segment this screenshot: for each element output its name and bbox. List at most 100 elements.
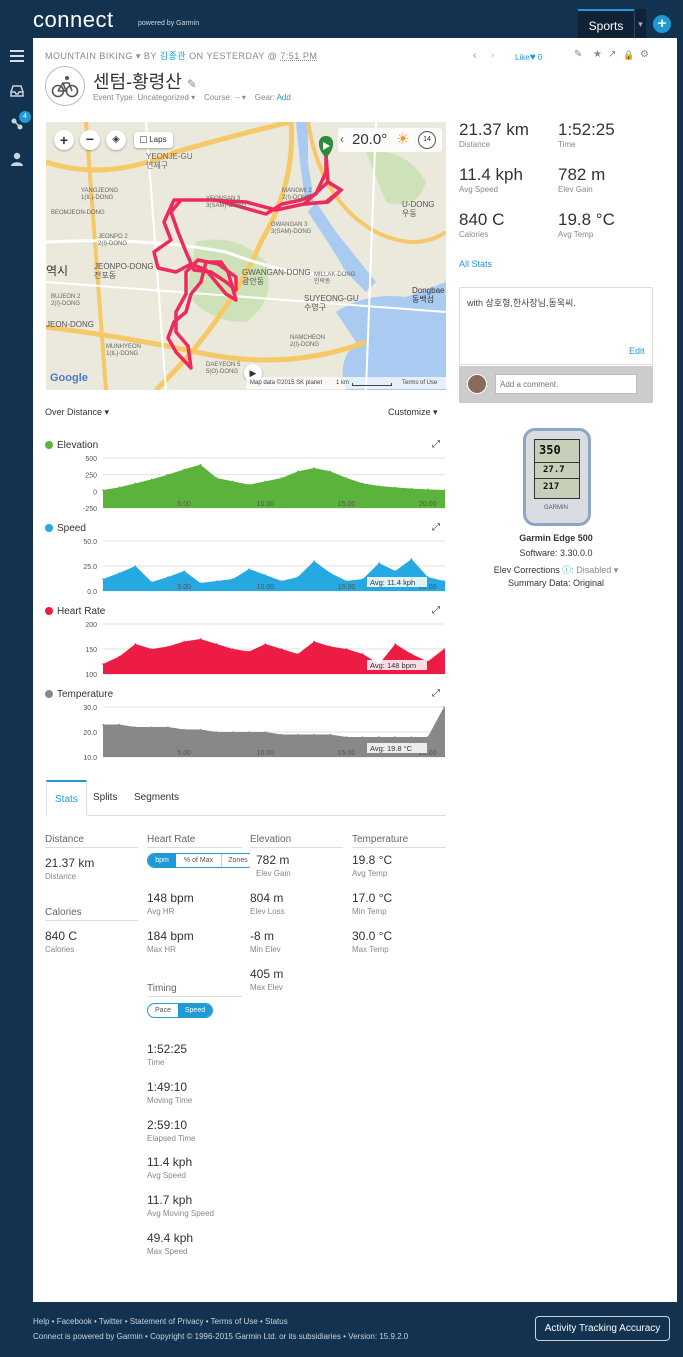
chart-elevation[interactable]: Elevation ⤢ 500 250 0 -250 5.00 10.00 15.00 20.00 [45, 439, 445, 520]
like-button[interactable]: Like♥ 0 [515, 52, 543, 63]
y-tick-label: 200 [85, 622, 97, 629]
comment-input[interactable] [495, 374, 637, 394]
avg-label: Avg: 19.8 °C [367, 743, 427, 753]
heart-rate-toggle: bpm % of Max Zones [147, 853, 255, 868]
stats-tabbar: Stats Splits Segments [46, 780, 446, 816]
description-text: with 상호형,한사장님,동욱씨. [467, 298, 576, 308]
activity-type[interactable]: MOUNTAIN BIKING [45, 51, 133, 61]
y-tick-label: 50.0 [83, 539, 97, 546]
legend-dot [45, 607, 53, 615]
menu-icon[interactable] [9, 48, 25, 64]
map-label: DAEYEON 5 5(O)-DONG [206, 362, 241, 375]
x-tick-label: 20.00 [419, 750, 437, 757]
profile-icon[interactable] [9, 151, 25, 167]
description-edit-link[interactable]: Edit [629, 346, 645, 356]
expand-icon[interactable]: ⤢ [432, 522, 440, 533]
next-activity-icon[interactable]: › [491, 50, 495, 61]
chart-temperature[interactable]: Temperature ⤢ 30.0 20.0 10.0 5.00 10.00 15.00 20… [45, 688, 445, 769]
layers-icon[interactable]: ◈ [106, 130, 126, 150]
weather-prev-icon[interactable]: ‹ [340, 132, 344, 146]
expand-icon[interactable]: ⤢ [432, 605, 440, 616]
chart-svg[interactable]: 500 250 0 -250 5.00 10.00 15.00 20.00 [45, 440, 445, 520]
device-summary: Summary Data: Original [507, 578, 605, 588]
add-button[interactable]: + [653, 15, 671, 33]
chart-svg[interactable]: 30.0 20.0 10.0 5.00 10.00 15.00 20.00 Avg: 19.8… [45, 689, 445, 769]
stat-item: 405 m Max Elev [250, 967, 284, 992]
edit-icon[interactable]: ✎ [574, 49, 583, 60]
toggle-speed[interactable]: Speed [178, 1004, 212, 1017]
activity-time[interactable]: 7:51 PM [280, 51, 318, 61]
data-point [215, 580, 218, 582]
data-point [232, 648, 234, 650]
all-stats-link[interactable]: All Stats [459, 259, 493, 269]
data-point [345, 477, 348, 479]
chart-svg[interactable]: 50.0 25.0 0.0 5.00 10.00 15.00 20.00 Avg: 11.4 … [45, 523, 445, 603]
series-area [103, 707, 445, 757]
data-point [199, 638, 202, 640]
author-link[interactable]: 김종관 [159, 51, 187, 61]
laps-toggle[interactable]: Laps [134, 132, 173, 148]
elev-corrections-select[interactable]: : Disabled ▾ [571, 565, 619, 575]
stat-item: 782 m Elev Gain [250, 853, 291, 878]
lock-icon[interactable]: 🔒 [623, 50, 635, 60]
heart-icon: ♥ [529, 52, 536, 63]
chart-speed[interactable]: Speed ⤢ 50.0 25.0 0.0 5.00 10.00 15.00 20.00 Avg:… [45, 522, 445, 603]
data-point [394, 643, 397, 645]
data-point [183, 728, 185, 731]
data-point [345, 580, 348, 582]
route-map[interactable]: YEONJE-GU 연제구 YANGJEONG 1(IL)-DONG BEOMJEO… [46, 122, 446, 390]
data-point [150, 726, 153, 728]
inbox-icon[interactable] [9, 83, 25, 99]
device-screen: 350 27.7 217 [534, 439, 580, 499]
share-icon[interactable]: ↗ [608, 49, 617, 60]
data-point [378, 485, 380, 487]
sports-dropdown-caret[interactable]: ▾ [634, 9, 646, 38]
prev-activity-icon[interactable]: ‹ [473, 50, 477, 61]
tab-splits[interactable]: Splits [93, 792, 118, 803]
data-point [199, 582, 202, 584]
gear-add-link[interactable]: Add [276, 93, 291, 102]
laps-checkbox[interactable] [140, 136, 147, 143]
stat-calories: 840 C Calories [459, 210, 505, 239]
toggle-pace[interactable]: Pace [155, 1007, 171, 1014]
star-icon[interactable]: ★ [593, 49, 602, 60]
data-point [329, 470, 332, 473]
data-point [232, 480, 234, 483]
activity-tracking-accuracy-button[interactable]: Activity Tracking Accuracy [535, 1316, 670, 1341]
data-point [426, 736, 429, 738]
tab-stats[interactable]: Stats [46, 780, 87, 816]
expand-icon[interactable]: ⤢ [432, 439, 440, 450]
zoom-out-button[interactable]: − [80, 130, 100, 150]
toggle-zones[interactable]: Zones [228, 857, 248, 864]
activity-title[interactable]: 센텀-황령산 ✎ [93, 72, 197, 92]
section-heading: Elevation [250, 834, 343, 848]
edit-pencil-icon[interactable]: ✎ [186, 77, 197, 91]
gear-icon[interactable]: ⚙ [640, 49, 649, 60]
chart-svg[interactable]: 200 150 100 Avg: 148 bpm [45, 606, 445, 686]
sports-button[interactable]: Sports [578, 9, 634, 38]
chart-heart-rate[interactable]: Heart Rate ⤢ 200 150 100 Avg: 148 bpm [45, 605, 445, 686]
toggle-percent-max[interactable]: % of Max [176, 854, 222, 867]
map-canvas[interactable] [46, 122, 446, 390]
over-distance-select[interactable]: Over Distance ▾ [45, 407, 110, 417]
event-type-select[interactable]: Event Type: Uncategorized ▾ [93, 93, 196, 102]
course-select[interactable]: Course: -- ▾ [204, 93, 246, 102]
data-point [232, 731, 234, 733]
map-terms-link[interactable]: Terms of Use [402, 380, 438, 386]
device-name: Garmin Edge 500 [519, 533, 593, 543]
expand-icon[interactable]: ⤢ [432, 688, 440, 699]
activity-type-caret[interactable]: ▾ [135, 51, 144, 61]
data-point [362, 578, 364, 580]
footer-links[interactable]: Help • Facebook • Twitter • Statement of… [33, 1317, 288, 1326]
tab-segments[interactable]: Segments [134, 792, 180, 803]
toggle-bpm[interactable]: bpm [148, 854, 176, 867]
customize-select[interactable]: Customize ▾ [388, 407, 438, 417]
connect-logo[interactable]: connect [33, 7, 114, 32]
svg-text:Avg: 19.8 °C: Avg: 19.8 °C [370, 744, 413, 753]
data-point [215, 731, 218, 733]
top-bar: connect powered by Garmin Sports ▾ + [0, 0, 683, 38]
help-icon[interactable]: ⓘ [562, 565, 572, 575]
zoom-in-button[interactable]: + [54, 130, 74, 150]
data-point [248, 650, 250, 653]
connections-icon[interactable] [9, 116, 25, 132]
